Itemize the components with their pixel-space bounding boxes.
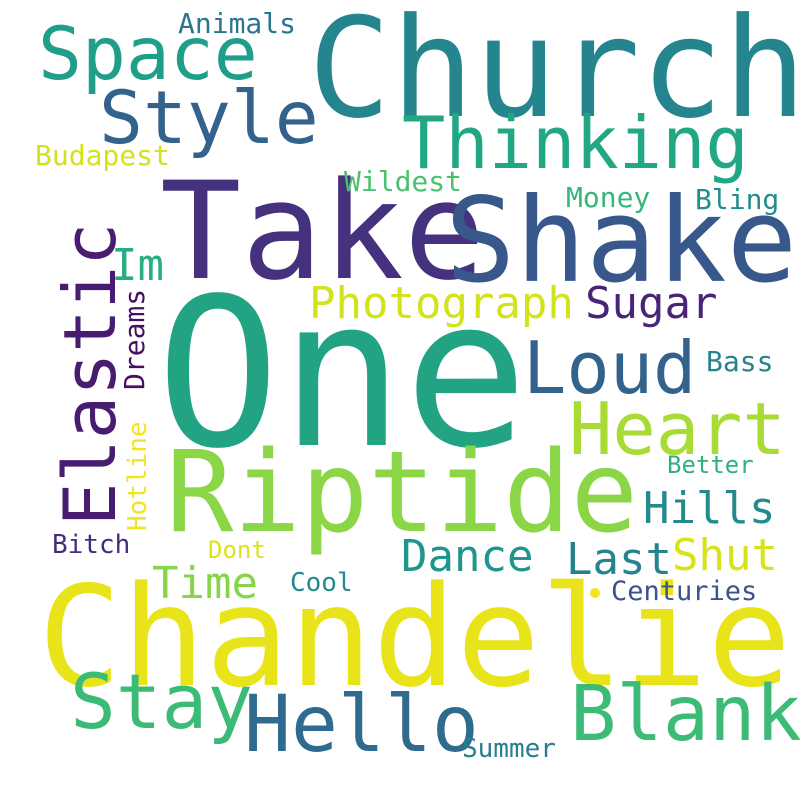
word-last: Last [566,534,672,585]
word-thinking: Thinking [402,101,749,185]
word-shut: Shut [672,530,778,581]
word-one: One [156,254,529,494]
word-wildest: Wildest [344,165,463,198]
word-money: Money [566,181,651,214]
word-cool: Cool [290,568,353,598]
word-take: Take [160,153,486,310]
word-heart: Heart [569,387,786,471]
word-summer: Summer [462,734,556,764]
word-stay: Stay [70,657,254,746]
word-photograph: Photograph [309,278,574,329]
word-bling: Bling [695,183,780,216]
word-hello: Hello [244,680,479,770]
word-hills: Hills [643,483,776,534]
word-shake: Shake [445,172,798,309]
word-chandelier: Chandelier [38,556,800,718]
word-loud: Loud [523,326,697,410]
accent-dot [590,588,600,598]
word-dreams: Dreams [118,288,151,390]
word-sugar: Sugar [585,278,718,329]
word-dont: Dont [208,536,266,564]
word-dance: Dance [401,531,534,582]
word-bitch: Bitch [52,530,131,560]
word-better: Better [667,451,754,479]
word-blank: Blank [570,670,800,759]
word-hotline: Hotline [123,421,153,531]
word-style: Style [99,76,319,161]
word-time: Time [152,558,258,609]
word-budapest: Budapest [35,139,170,172]
word-bass: Bass [706,345,774,378]
word-animals: Animals [178,7,297,40]
word-centuries: Centuries [611,576,758,607]
word-space: Space [38,12,258,97]
word-church: Church [308,0,800,149]
word-riptide: Riptide [166,428,639,558]
word-im: Im [111,240,164,291]
